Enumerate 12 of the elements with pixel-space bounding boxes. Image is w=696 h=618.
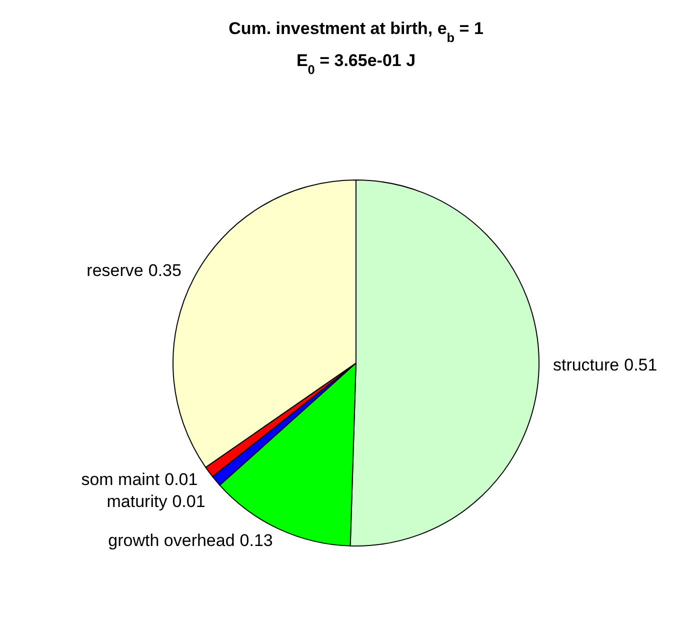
- slice-label: growth overhead: [108, 531, 235, 550]
- slice-label: som maint: [81, 470, 160, 489]
- chart-subtitle: E$_{0}$ = 3.65e-01 J: [296, 51, 416, 76]
- data-label: 0.51: [624, 356, 658, 375]
- slice-label: structure: [552, 356, 620, 375]
- slice-label: reserve: [86, 261, 144, 280]
- data-label: 0.35: [148, 261, 182, 280]
- data-label: 0.01: [164, 470, 198, 489]
- chart-title: Cum. investment at birth, e$_{b}$ = 1: [228, 19, 484, 44]
- slice-label: maturity: [106, 492, 168, 511]
- data-label: 0.01: [172, 492, 206, 511]
- data-label: 0.13: [240, 531, 273, 550]
